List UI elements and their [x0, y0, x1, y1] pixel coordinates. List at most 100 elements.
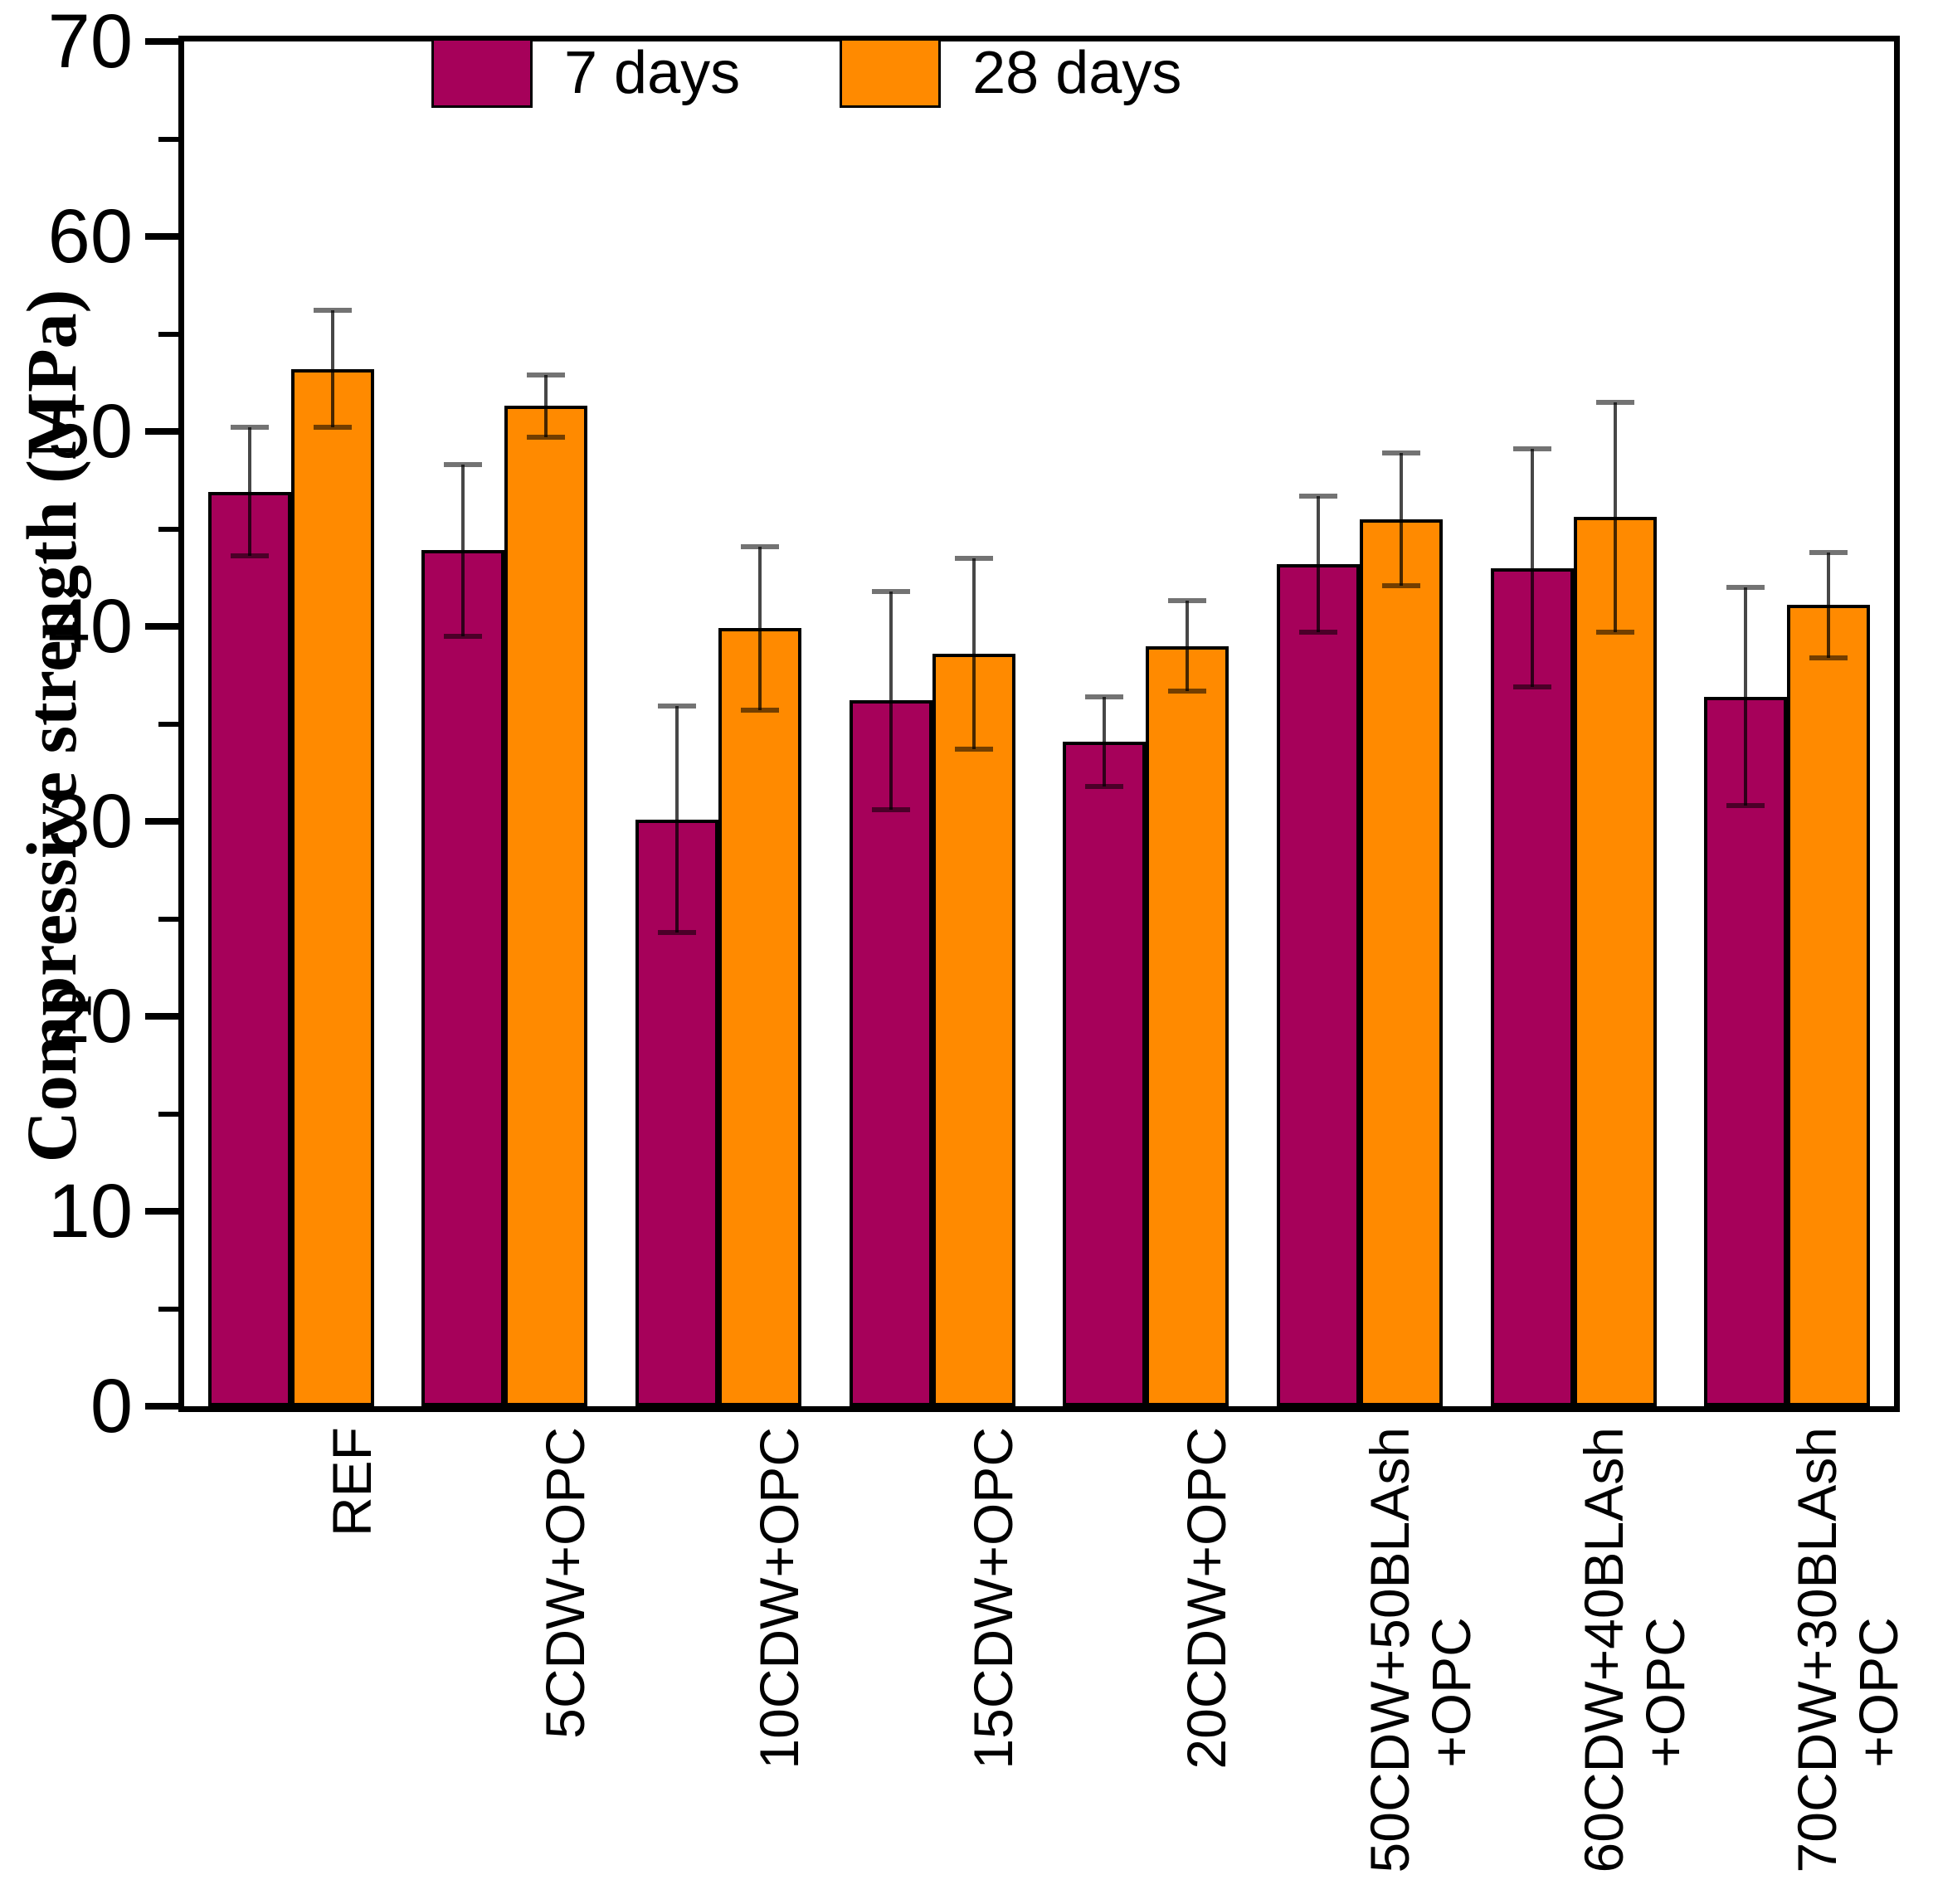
errorbar-cap-bottom: [1298, 630, 1337, 635]
errorbar-28days-5CDW+OPC: [544, 374, 548, 438]
errorbar-7days-15CDW+OPC: [889, 591, 893, 810]
errorbar-28days-10CDW+OPC: [758, 546, 762, 711]
y-tick-40: [145, 623, 178, 630]
bar-7days-5CDW+OPC: [421, 550, 505, 1406]
y-tick-label-30: 30: [47, 779, 133, 864]
y-tick-label-20: 20: [47, 974, 133, 1059]
bar-28days-REF: [290, 368, 374, 1406]
y-tick-20: [145, 1013, 178, 1020]
legend-swatch-7days-icon: [431, 38, 533, 108]
bar-28days-15CDW+OPC: [932, 653, 1015, 1406]
errorbar-cap-bottom: [1381, 582, 1420, 588]
errorbar-cap-top: [1809, 549, 1848, 555]
errorbar-7days-20CDW+OPC: [1103, 696, 1107, 786]
errorbar-cap-top: [1298, 493, 1337, 499]
y-minor-tick-35: [158, 721, 178, 727]
legend-label-28days: 28 days: [972, 40, 1182, 106]
bar-7days-50CDW+50BLAsh: [1276, 563, 1360, 1406]
errorbar-cap-bottom: [313, 425, 352, 431]
bar-28days-10CDW+OPC: [718, 628, 802, 1406]
errorbar-28days-70CDW+30BLAsh: [1827, 552, 1831, 658]
errorbar-cap-bottom: [444, 633, 483, 639]
legend-entry-28days: 28 days: [840, 38, 1181, 108]
y-tick-0: [145, 1403, 178, 1410]
bar-28days-60CDW+40BLAsh: [1573, 517, 1657, 1406]
x-label-2: 10CDW+OPC: [748, 1427, 811, 1770]
y-minor-tick-45: [158, 526, 178, 532]
errorbar-cap-top: [230, 425, 269, 431]
x-label-1: 5CDW+OPC: [534, 1427, 596, 1739]
y-minor-tick-25: [158, 916, 178, 922]
y-tick-50: [145, 428, 178, 435]
errorbar-cap-top: [1726, 585, 1765, 590]
x-label-3: 15CDW+OPC: [962, 1427, 1024, 1770]
errorbar-cap-bottom: [527, 435, 566, 441]
errorbar-7days-50CDW+50BLAsh: [1316, 495, 1320, 633]
errorbar-7days-10CDW+OPC: [675, 706, 679, 933]
y-minor-tick-5: [158, 1306, 178, 1312]
errorbar-cap-bottom: [1168, 688, 1207, 694]
y-tick-label-40: 40: [47, 584, 133, 669]
errorbar-cap-bottom: [658, 929, 697, 935]
y-tick-label-50: 50: [47, 389, 133, 474]
y-tick-60: [145, 233, 178, 240]
plot-area: [178, 36, 1900, 1412]
bar-28days-5CDW+OPC: [504, 406, 588, 1406]
errorbar-cap-top: [658, 704, 697, 709]
y-tick-label-10: 10: [47, 1169, 133, 1254]
x-label-0: REF: [320, 1427, 382, 1536]
legend-entry-7days: 7 days: [431, 38, 740, 108]
y-minor-tick-65: [158, 136, 178, 142]
errorbar-cap-top: [444, 461, 483, 467]
errorbar-7days-REF: [247, 427, 251, 557]
errorbar-28days-REF: [330, 310, 334, 428]
bar-7days-20CDW+OPC: [1063, 741, 1147, 1406]
errorbar-28days-60CDW+40BLAsh: [1613, 402, 1617, 633]
x-label-5: 50CDW+50BLAsh: [1358, 1427, 1420, 1873]
errorbar-cap-bottom: [1512, 684, 1551, 689]
bar-28days-50CDW+50BLAsh: [1359, 519, 1443, 1406]
y-minor-tick-55: [158, 331, 178, 337]
errorbar-cap-top: [1085, 694, 1124, 699]
errorbar-cap-top: [527, 372, 566, 377]
errorbar-cap-top: [313, 308, 352, 314]
legend-label-7days: 7 days: [564, 40, 741, 106]
y-tick-30: [145, 818, 178, 825]
bars-layer: [184, 41, 1894, 1406]
errorbar-cap-top: [1595, 399, 1634, 405]
x-label-5-line2: +OPC: [1419, 1617, 1482, 1768]
errorbar-28days-50CDW+50BLAsh: [1399, 452, 1403, 586]
x-label-7: 70CDW+30BLAsh: [1786, 1427, 1848, 1873]
bar-7days-60CDW+40BLAsh: [1490, 567, 1574, 1406]
errorbar-cap-bottom: [230, 553, 269, 559]
errorbar-cap-bottom: [1085, 783, 1124, 789]
errorbar-cap-top: [741, 543, 780, 549]
errorbar-cap-bottom: [1809, 655, 1848, 660]
bar-28days-20CDW+OPC: [1146, 645, 1229, 1406]
bar-28days-70CDW+30BLAsh: [1787, 605, 1871, 1406]
errorbar-28days-15CDW+OPC: [971, 558, 976, 750]
errorbar-cap-bottom: [1726, 803, 1765, 809]
errorbar-cap-top: [1168, 598, 1207, 604]
errorbar-28days-20CDW+OPC: [1186, 601, 1190, 691]
x-label-4: 20CDW+OPC: [1176, 1427, 1238, 1770]
errorbar-cap-top: [1381, 450, 1420, 455]
y-tick-70: [145, 38, 178, 45]
y-tick-label-60: 60: [47, 194, 133, 279]
x-label-6-line2: +OPC: [1634, 1617, 1696, 1768]
errorbar-cap-bottom: [954, 747, 993, 752]
x-label-7-line2: +OPC: [1848, 1617, 1910, 1768]
y-tick-label-0: 0: [90, 1364, 133, 1449]
y-tick-label-70: 70: [47, 0, 133, 84]
bar-7days-15CDW+OPC: [849, 700, 932, 1406]
errorbar-cap-top: [871, 588, 910, 594]
x-label-6: 60CDW+40BLAsh: [1572, 1427, 1634, 1873]
legend: 7 days 28 days: [431, 38, 1181, 108]
legend-swatch-28days-icon: [840, 38, 942, 108]
errorbar-7days-70CDW+30BLAsh: [1744, 587, 1748, 806]
errorbar-cap-bottom: [741, 708, 780, 713]
y-minor-tick-15: [158, 1111, 178, 1117]
errorbar-cap-bottom: [1595, 630, 1634, 635]
errorbar-7days-5CDW+OPC: [461, 464, 465, 636]
